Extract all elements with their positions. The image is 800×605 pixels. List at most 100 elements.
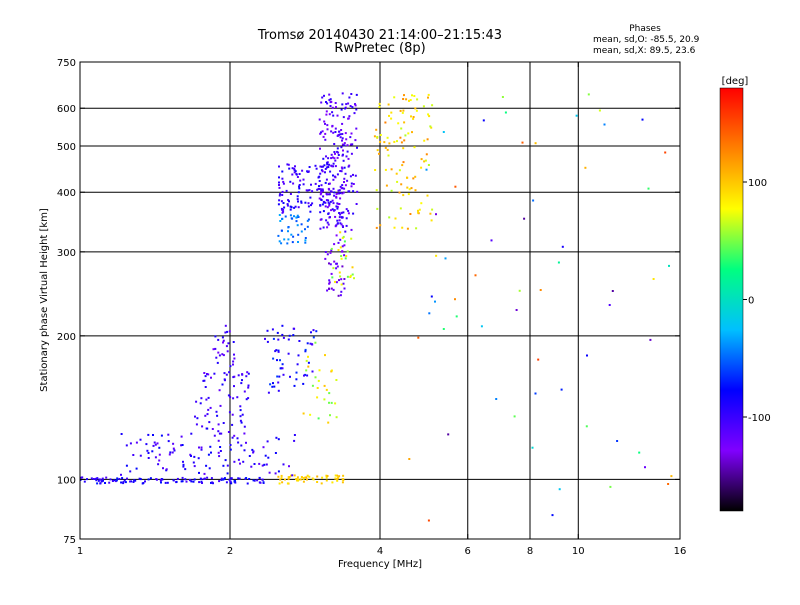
echo-point — [447, 433, 450, 436]
echo-point — [245, 398, 248, 401]
echo-point — [351, 266, 354, 269]
echo-point — [134, 479, 137, 482]
echo-point — [198, 471, 200, 474]
echo-point — [190, 432, 193, 435]
echo-point — [404, 134, 407, 137]
echo-point — [180, 444, 183, 447]
echo-point — [609, 485, 612, 488]
echo-point — [326, 253, 329, 256]
echo-point — [215, 356, 218, 359]
echo-point — [328, 279, 331, 282]
echo-point — [291, 241, 294, 244]
echo-point — [320, 165, 323, 168]
echo-point — [521, 141, 524, 144]
echo-point — [325, 101, 327, 103]
echo-point — [325, 388, 328, 391]
echo-point — [335, 416, 338, 419]
echo-point — [343, 144, 346, 147]
echo-point — [339, 197, 342, 200]
echo-point — [296, 176, 299, 178]
echo-point — [200, 397, 203, 400]
echo-point — [326, 161, 329, 164]
echo-point — [316, 396, 319, 399]
echo-point — [400, 183, 403, 186]
echo-point — [319, 172, 322, 175]
echo-point — [330, 369, 333, 372]
echo-point — [311, 384, 314, 387]
phases-heading: Phases — [629, 24, 661, 34]
echo-point — [411, 131, 413, 134]
echo-point — [386, 136, 389, 139]
echo-point — [286, 482, 289, 485]
echo-point — [422, 105, 425, 108]
echo-point — [218, 455, 221, 458]
echo-point — [220, 432, 223, 435]
echo-point — [269, 383, 272, 386]
echo-point — [296, 198, 299, 201]
echo-point — [333, 243, 336, 246]
echo-point — [208, 467, 211, 470]
echo-point — [341, 237, 344, 239]
echo-point — [211, 428, 214, 430]
echo-point — [240, 444, 243, 447]
echo-point — [346, 144, 349, 147]
echo-point — [319, 211, 322, 214]
echo-point — [388, 216, 391, 219]
echo-point — [341, 192, 344, 195]
echo-point — [294, 165, 296, 168]
echo-point — [154, 456, 157, 459]
echo-point — [279, 478, 282, 481]
echo-point — [378, 102, 381, 105]
echo-point — [334, 402, 337, 405]
echo-point — [279, 367, 282, 370]
echo-point — [300, 200, 303, 203]
echo-point — [442, 131, 445, 133]
echo-point — [338, 271, 341, 274]
echo-point — [334, 127, 337, 130]
x-tick-label: 8 — [527, 546, 533, 557]
echo-point — [322, 157, 325, 160]
echo-point — [246, 371, 249, 374]
echo-point — [375, 128, 378, 131]
echo-point — [182, 460, 184, 463]
echo-point — [408, 99, 410, 102]
colorbar-label: [deg] — [722, 76, 749, 87]
echo-point — [401, 164, 404, 167]
echo-point — [318, 369, 321, 372]
echo-point — [341, 250, 344, 253]
echo-point — [325, 476, 328, 479]
echo-point — [200, 448, 203, 451]
echo-point — [162, 467, 164, 470]
echo-point — [216, 414, 219, 417]
echo-point — [273, 385, 276, 388]
echo-point — [302, 178, 305, 181]
echo-point — [171, 451, 174, 454]
echo-point — [190, 455, 192, 457]
echo-point — [403, 121, 406, 124]
echo-point — [339, 170, 342, 172]
echo-point — [353, 277, 355, 280]
echo-point — [282, 182, 285, 185]
echo-point — [339, 185, 342, 188]
echo-point — [302, 477, 305, 480]
echo-point — [410, 187, 413, 190]
echo-point — [226, 330, 229, 333]
echo-point — [325, 199, 328, 202]
x-tick-label: 10 — [572, 546, 585, 557]
echo-point — [265, 463, 268, 466]
echo-point — [101, 477, 104, 480]
echo-point — [327, 193, 330, 196]
echo-point — [96, 482, 99, 485]
echo-point — [267, 391, 270, 394]
echo-point — [104, 482, 106, 484]
echo-point — [387, 154, 390, 157]
echo-point — [352, 190, 355, 193]
echo-point — [330, 153, 333, 156]
echo-point — [326, 102, 329, 105]
echo-point — [243, 432, 246, 435]
echo-point — [230, 477, 233, 480]
echo-point — [292, 327, 295, 330]
echo-point — [278, 199, 281, 202]
echo-point — [314, 376, 317, 379]
echo-point — [180, 435, 183, 438]
